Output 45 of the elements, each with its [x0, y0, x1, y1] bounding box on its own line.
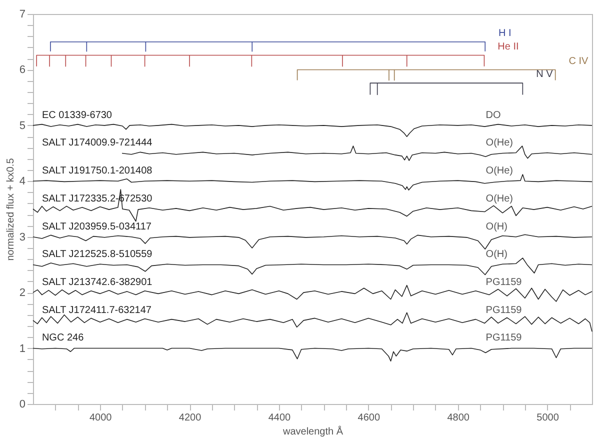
series-label: N V: [536, 69, 554, 80]
series-label: SALT J203959.5-034117: [42, 221, 152, 232]
y-tick-label: 0: [19, 398, 26, 410]
annotation: PG1159: [486, 332, 522, 344]
y-tick-label: 3: [19, 231, 26, 244]
annotation: DO: [486, 110, 502, 121]
annotation: PG1159: [486, 304, 522, 316]
series-label: SALT J213742.6-382901: [42, 277, 153, 288]
series-label: SALT J212525.8-510559: [42, 249, 153, 260]
y-axis-title: normalized flux + kx0.5: [5, 158, 16, 261]
line-series: [32, 284, 592, 302]
series-label: SALT J191750.1-201408: [42, 166, 153, 177]
y-tick-label: 4: [19, 176, 26, 188]
series-label: C IV: [568, 56, 589, 67]
line-series: [32, 312, 592, 332]
series-label: NGC 246: [42, 332, 84, 344]
annotation: PG1159: [486, 277, 522, 288]
x-tick-label: 4800: [447, 412, 470, 424]
x-axis-title: wavelength Å: [282, 426, 344, 438]
annotation: O(He): [486, 166, 514, 177]
y-tick-label: 5: [19, 120, 26, 132]
series-label: H I: [498, 28, 512, 39]
series-label: SALT J174009.9-721444: [42, 138, 153, 149]
line-series: [32, 124, 592, 137]
y-tick-label: 1: [19, 342, 26, 355]
x-tick-label: 4600: [358, 412, 380, 424]
series-label: SALT J172411.7-632147: [42, 304, 152, 316]
line-series: [32, 258, 592, 276]
x-tick-label: 4200: [178, 412, 202, 424]
x-tick-label: 4400: [268, 412, 292, 424]
annotation: O(He): [486, 193, 514, 204]
line-series: [32, 348, 592, 362]
series-label: EC 01339-6730: [42, 110, 112, 121]
series-label: He II: [498, 41, 519, 52]
line-series: [32, 174, 592, 190]
x-tick-label: 5000: [536, 412, 560, 424]
x-tick-label: 4000: [89, 412, 112, 424]
line-series: [32, 234, 592, 250]
annotation: O(H): [486, 249, 508, 260]
annotation: O(He): [486, 138, 514, 149]
y-tick-label: 7: [19, 8, 26, 20]
y-tick-label: 6: [19, 64, 26, 76]
annotation: O(H): [486, 221, 508, 232]
y-tick-label: 2: [19, 287, 26, 300]
line-series: [32, 189, 592, 222]
